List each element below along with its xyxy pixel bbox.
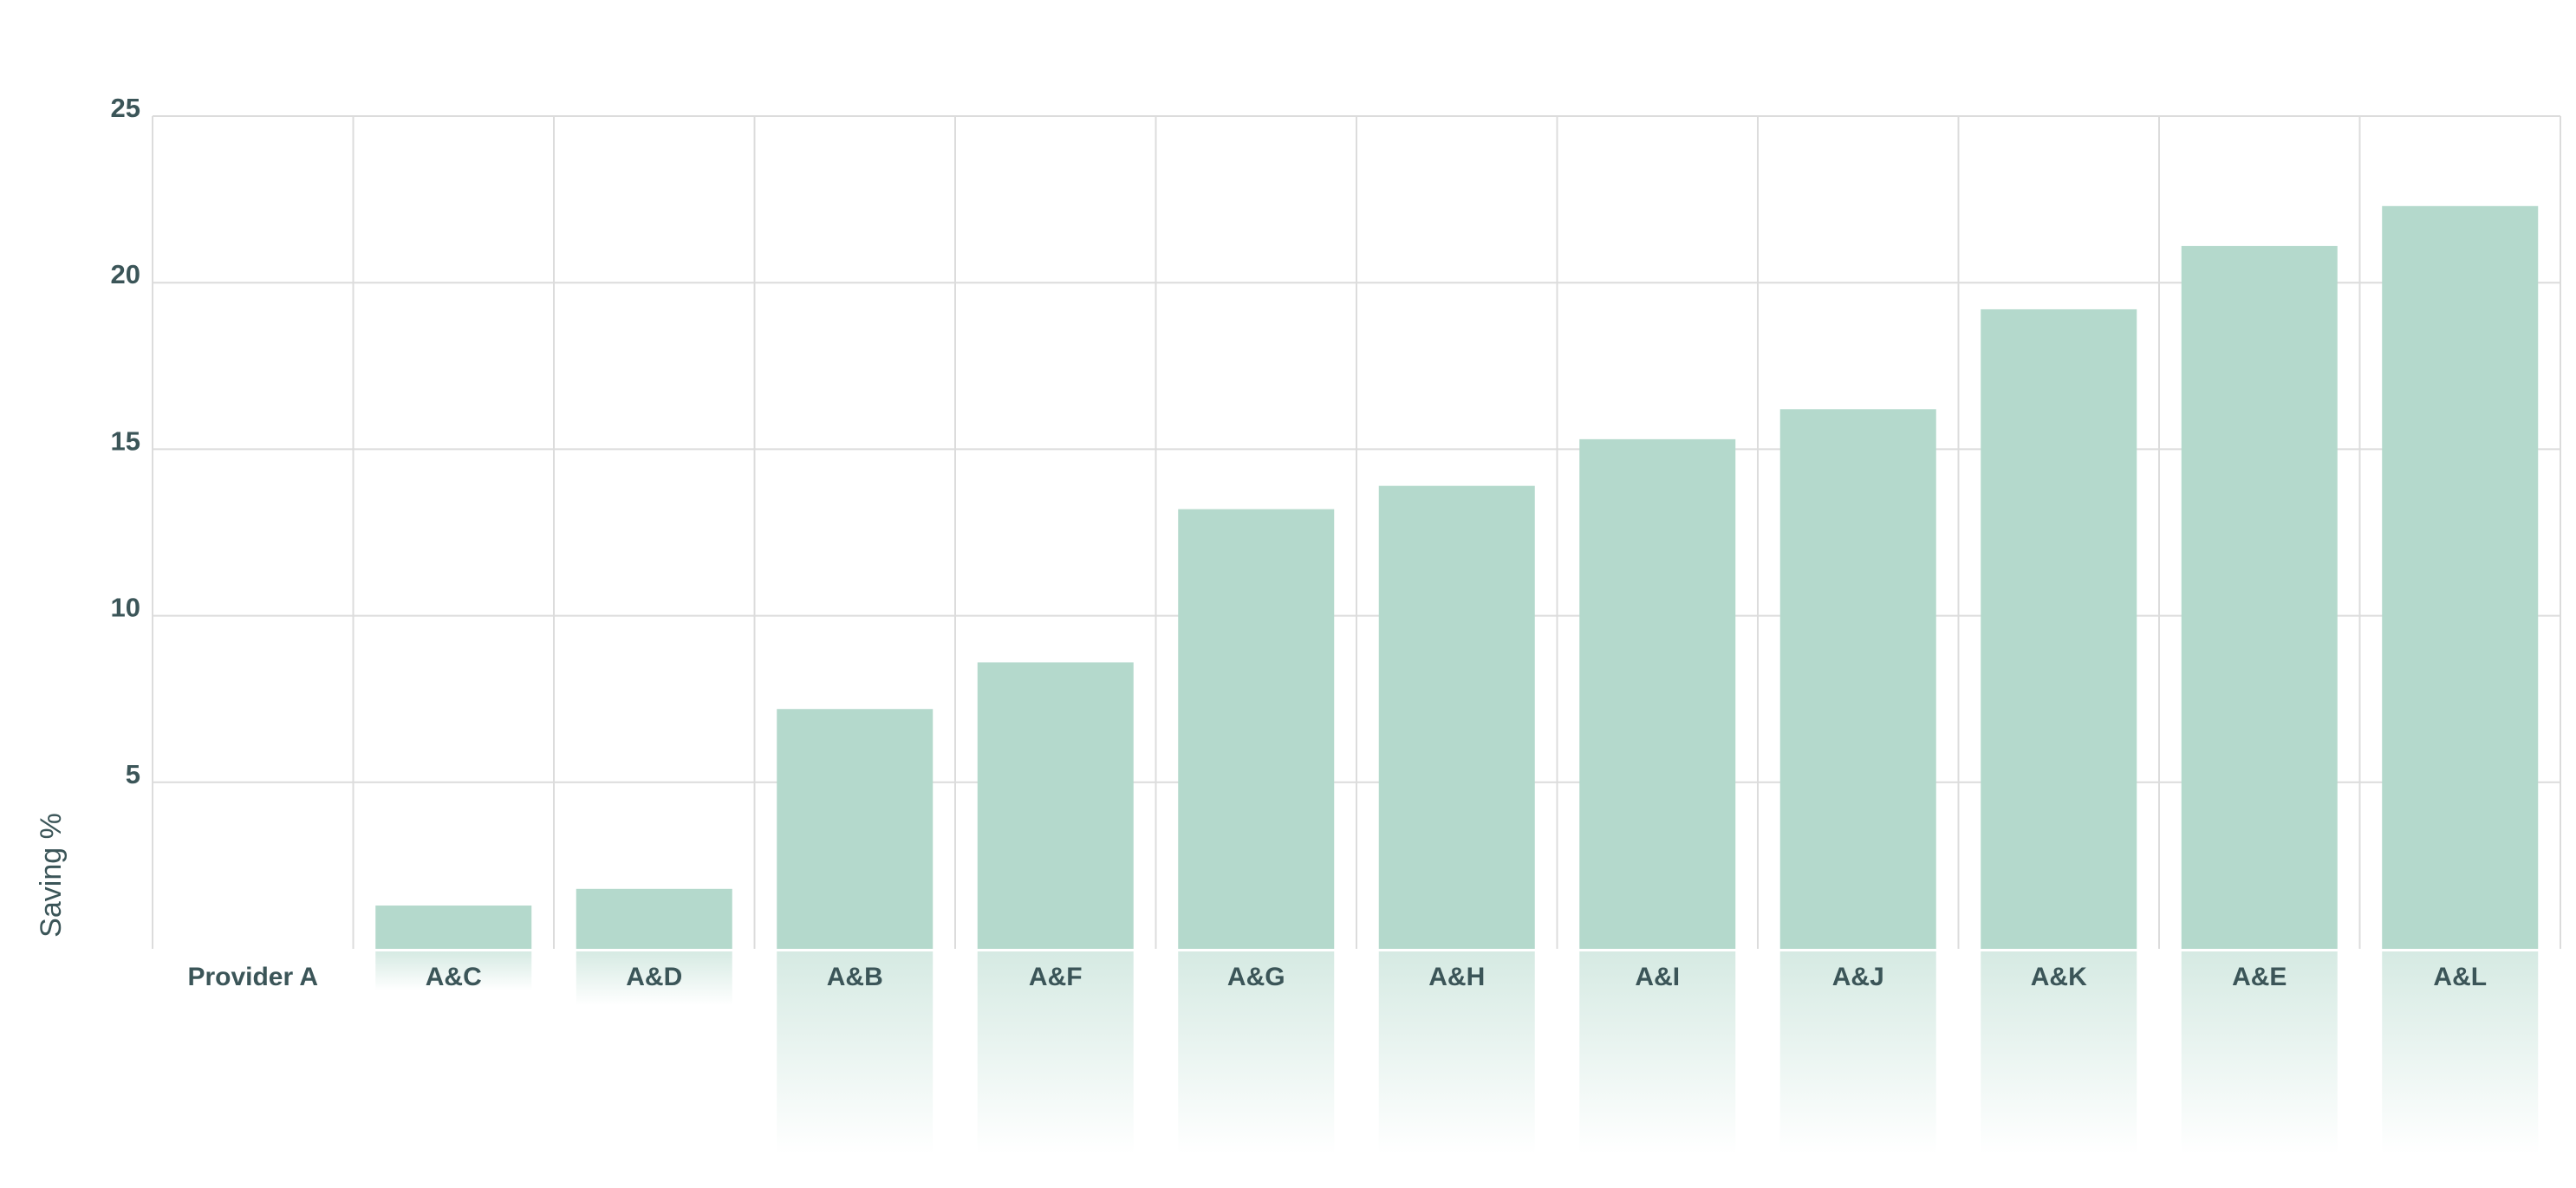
y-tick-label: 20 <box>111 259 140 289</box>
bar-a-b <box>777 709 933 949</box>
bars <box>375 205 2539 950</box>
bar-a-i <box>1579 438 1736 949</box>
bar-reflection <box>375 951 532 990</box>
bar-a-f <box>977 662 1134 949</box>
bar-reflection <box>1378 951 1535 1154</box>
bar-a-k <box>1981 308 2137 949</box>
x-category-label: A&F <box>1029 963 1083 991</box>
gridlines <box>152 115 2561 949</box>
bar-reflection <box>777 951 933 1154</box>
x-category-label: A&L <box>2433 963 2487 991</box>
bar-a-g <box>1178 509 1335 949</box>
bar-a-j <box>1779 409 1936 950</box>
bar-reflection <box>2382 951 2539 1154</box>
y-axis-title: Saving % <box>35 813 68 938</box>
x-category-label: A&C <box>426 963 482 991</box>
bar-reflections <box>375 951 2539 1154</box>
x-category-label: A&J <box>1832 963 1884 991</box>
x-category-label: Provider A <box>187 963 318 991</box>
y-tick-label: 25 <box>111 93 140 123</box>
y-tick-label: 10 <box>111 593 140 623</box>
x-category-label: A&G <box>1227 963 1285 991</box>
bar-reflection <box>1981 951 2137 1154</box>
x-category-label: A&E <box>2232 963 2287 991</box>
bar-reflection <box>1579 951 1736 1154</box>
x-category-label: A&K <box>2031 963 2087 991</box>
bar-a-h <box>1378 485 1535 949</box>
x-category-label: A&I <box>1635 963 1680 991</box>
bar-a-l <box>2382 205 2539 950</box>
y-axis-ticks: 5 10 15 20 25 <box>111 93 140 789</box>
x-category-label: A&D <box>626 963 682 991</box>
bar-reflection <box>576 951 732 1006</box>
bar-a-c <box>375 906 532 949</box>
y-tick-label: 5 <box>126 759 140 789</box>
bar-reflection <box>1178 951 1335 1154</box>
y-tick-label: 15 <box>111 425 140 456</box>
bar-reflection <box>2181 951 2338 1154</box>
bar-a-d <box>576 888 732 949</box>
x-category-label: A&B <box>827 963 883 991</box>
x-category-label: A&H <box>1428 963 1485 991</box>
bar-reflection <box>1779 951 1936 1154</box>
x-axis-labels: Provider A A&C A&D A&B A&F A&G A&H A&I A&J A&K A&E… <box>187 963 2487 991</box>
bar-a-e <box>2181 245 2338 949</box>
bar-reflection <box>977 951 1134 1154</box>
